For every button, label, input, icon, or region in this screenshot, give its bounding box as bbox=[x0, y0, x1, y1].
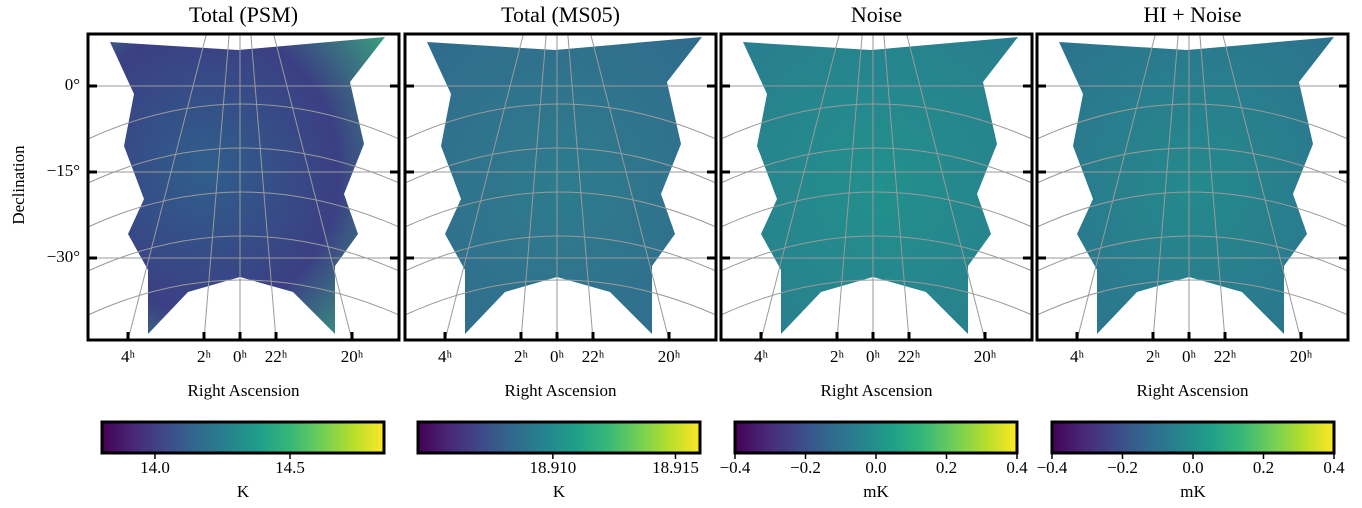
x-tick-label: 0ʰ bbox=[233, 347, 248, 366]
y-tick-label: −30° bbox=[47, 247, 80, 266]
graticule bbox=[720, 147, 1033, 184]
panel-frame bbox=[403, 32, 718, 342]
colorbar bbox=[733, 420, 1019, 455]
panel-title: Noise bbox=[851, 2, 902, 27]
x-tick-label: 22ʰ bbox=[582, 347, 605, 366]
graticule bbox=[720, 191, 1033, 228]
y-axis-label: Declination bbox=[9, 145, 28, 225]
graticule bbox=[720, 103, 1033, 140]
y-tick-label: 0° bbox=[65, 75, 80, 94]
colorbar-tick-label: 18.915 bbox=[652, 458, 699, 477]
map-footprint bbox=[427, 37, 702, 334]
graticule-ra bbox=[520, 33, 547, 341]
colorbar bbox=[416, 420, 702, 455]
graticule bbox=[404, 103, 717, 140]
x-axis-label: Right Ascension bbox=[821, 381, 933, 400]
panel-title: Total (PSM) bbox=[189, 2, 298, 27]
colorbar-label: K bbox=[237, 482, 250, 501]
graticule bbox=[87, 147, 400, 184]
colorbar-label: mK bbox=[863, 482, 889, 501]
graticule-ra bbox=[590, 33, 670, 341]
x-tick-label: 2ʰ bbox=[1146, 347, 1161, 366]
x-tick-label: 2ʰ bbox=[514, 347, 529, 366]
graticule bbox=[87, 235, 400, 272]
colorbar-tick-label: −0.4 bbox=[1037, 458, 1068, 477]
x-tick-label: 0ʰ bbox=[1182, 347, 1197, 366]
graticule bbox=[404, 147, 717, 184]
colorbar-tick-label: 0.2 bbox=[936, 458, 957, 477]
graticule bbox=[1036, 103, 1349, 140]
graticule bbox=[720, 279, 1033, 316]
graticule-ra bbox=[203, 33, 230, 341]
colorbar-tick-label: 0.0 bbox=[865, 458, 886, 477]
graticule-ra bbox=[760, 33, 840, 341]
x-tick-label: 20ʰ bbox=[974, 347, 997, 366]
x-tick-label: 4ʰ bbox=[1070, 347, 1085, 366]
colorbar-tick-label: −0.2 bbox=[790, 458, 821, 477]
graticule-ra bbox=[836, 33, 863, 341]
colorbar-tick-label: 0.0 bbox=[1182, 458, 1203, 477]
graticule bbox=[404, 279, 717, 316]
graticule-ra bbox=[883, 33, 910, 341]
colorbar-tick-label: −0.2 bbox=[1107, 458, 1138, 477]
x-tick-label: 20ʰ bbox=[1290, 347, 1313, 366]
colorbar bbox=[100, 420, 386, 455]
graticule bbox=[720, 235, 1033, 272]
graticule bbox=[1036, 235, 1349, 272]
x-tick-label: 2ʰ bbox=[197, 347, 212, 366]
x-axis-label: Right Ascension bbox=[505, 381, 617, 400]
panel-frame bbox=[86, 32, 401, 342]
panel-frame bbox=[1035, 32, 1350, 342]
y-tick-label: −15° bbox=[47, 161, 80, 180]
x-tick-label: 4ʰ bbox=[121, 347, 136, 366]
colorbar-tick-label: 14.0 bbox=[140, 458, 170, 477]
x-tick-label: 0ʰ bbox=[550, 347, 565, 366]
graticule-ra bbox=[1199, 33, 1226, 341]
map-footprint bbox=[1059, 37, 1334, 334]
graticule bbox=[87, 191, 400, 228]
colorbar-tick-label: 0.4 bbox=[1323, 458, 1345, 477]
graticule-ra bbox=[444, 33, 524, 341]
x-tick-label: 4ʰ bbox=[438, 347, 453, 366]
graticule-ra bbox=[1152, 33, 1179, 341]
panel-title: HI + Noise bbox=[1144, 2, 1242, 27]
x-tick-label: 0ʰ bbox=[866, 347, 881, 366]
colorbar-label: mK bbox=[1180, 482, 1206, 501]
x-tick-label: 22ʰ bbox=[898, 347, 921, 366]
graticule bbox=[404, 191, 717, 228]
graticule bbox=[87, 103, 400, 140]
colorbar-tick-label: 18.910 bbox=[529, 458, 576, 477]
colorbar-tick-label: 0.2 bbox=[1253, 458, 1274, 477]
colorbar bbox=[1050, 420, 1336, 455]
graticule bbox=[87, 279, 400, 316]
x-tick-label: 22ʰ bbox=[265, 347, 288, 366]
graticule-ra bbox=[273, 33, 353, 341]
x-axis-label: Right Ascension bbox=[1137, 381, 1249, 400]
x-tick-label: 22ʰ bbox=[1214, 347, 1237, 366]
x-tick-label: 4ʰ bbox=[754, 347, 769, 366]
graticule bbox=[1036, 279, 1349, 316]
x-tick-label: 2ʰ bbox=[830, 347, 845, 366]
x-axis-label: Right Ascension bbox=[188, 381, 300, 400]
graticule-ra bbox=[1076, 33, 1156, 341]
graticule-ra bbox=[250, 33, 277, 341]
colorbar-tick-label: −0.4 bbox=[720, 458, 751, 477]
colorbar-label: K bbox=[553, 482, 566, 501]
graticule-ra bbox=[906, 33, 986, 341]
graticule bbox=[1036, 147, 1349, 184]
colorbar-tick-label: 14.5 bbox=[275, 458, 305, 477]
x-tick-label: 20ʰ bbox=[341, 347, 364, 366]
map-footprint bbox=[110, 37, 385, 334]
colorbar-tick-label: 0.4 bbox=[1006, 458, 1028, 477]
graticule bbox=[404, 235, 717, 272]
panel-frame bbox=[719, 32, 1034, 342]
graticule-ra bbox=[1222, 33, 1302, 341]
panel-title: Total (MS05) bbox=[501, 2, 620, 27]
graticule-ra bbox=[567, 33, 594, 341]
x-tick-label: 20ʰ bbox=[658, 347, 681, 366]
graticule bbox=[1036, 191, 1349, 228]
map-footprint bbox=[743, 37, 1018, 334]
graticule-ra bbox=[127, 33, 207, 341]
